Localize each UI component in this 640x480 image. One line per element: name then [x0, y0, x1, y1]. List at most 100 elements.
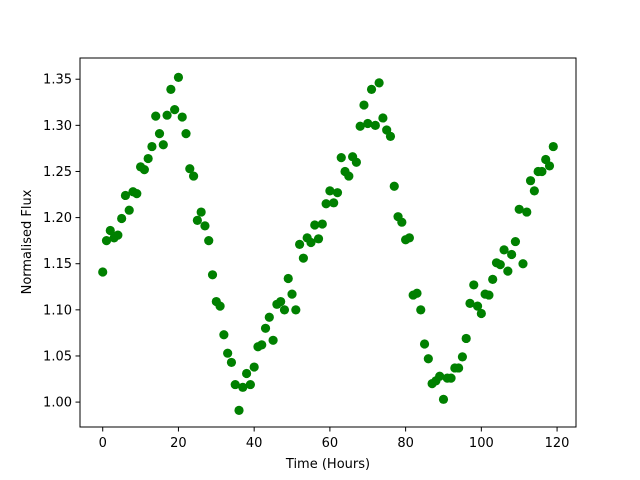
data-point [363, 118, 373, 129]
data-point [495, 260, 505, 270]
data-point [226, 357, 237, 368]
data-point [207, 270, 218, 280]
data-point [173, 72, 184, 82]
data-point [446, 373, 456, 383]
x-tick-label: 0 [99, 436, 107, 451]
data-point [113, 230, 123, 240]
data-point [507, 249, 517, 260]
data-point [525, 176, 536, 186]
x-tick-label: 20 [170, 436, 187, 451]
data-point [245, 379, 255, 390]
data-point [306, 237, 316, 248]
y-tick-label: 1.10 [43, 303, 72, 318]
data-point [548, 141, 558, 152]
x-axis: 0 20 40 60 80 100 120 [99, 427, 570, 451]
data-point [522, 207, 532, 217]
data-point [476, 308, 486, 319]
data-point [291, 305, 301, 315]
data-point [412, 288, 422, 298]
data-point [151, 111, 161, 121]
data-point [359, 100, 369, 110]
data-point [188, 171, 199, 181]
data-point [321, 199, 331, 209]
data-point [351, 157, 361, 167]
data-point [419, 339, 430, 349]
data-point [196, 207, 206, 217]
data-point [503, 266, 513, 276]
data-point [325, 186, 335, 196]
y-tick-label: 1.05 [43, 349, 72, 364]
data-point [514, 204, 524, 214]
x-tick-label: 100 [469, 436, 494, 451]
data-point [234, 405, 244, 415]
data-point [223, 348, 233, 358]
data-point [120, 190, 131, 201]
data-point [242, 368, 252, 379]
data-point [132, 189, 142, 199]
x-tick-label: 120 [545, 436, 570, 451]
data-point [200, 221, 210, 231]
data-point [298, 253, 308, 263]
data-point [158, 140, 168, 150]
data-point [472, 301, 483, 311]
data-point [276, 296, 286, 307]
data-point [249, 362, 259, 372]
x-tick-label: 80 [397, 436, 414, 451]
data-point [143, 153, 153, 164]
data-point [461, 333, 471, 344]
y-axis-label: Normalised Flux [20, 189, 35, 294]
data-point [404, 233, 414, 243]
data-point [423, 354, 433, 364]
data-point [374, 78, 384, 88]
data-point [166, 84, 176, 94]
data-point [192, 215, 202, 225]
data-point [336, 153, 346, 163]
data-point [185, 164, 195, 174]
x-tick-label: 60 [322, 436, 339, 451]
y-tick-label: 1.00 [43, 396, 72, 411]
y-tick-label: 1.25 [43, 165, 72, 180]
data-point [101, 236, 112, 246]
data-point [537, 166, 547, 177]
data-point [147, 141, 157, 152]
data-point [469, 280, 479, 290]
data-point [283, 273, 293, 284]
data-point [370, 120, 380, 130]
data-point [260, 323, 271, 333]
data-point [230, 379, 240, 390]
data-point [385, 131, 396, 142]
y-axis: 1.00 1.05 1.10 1.15 1.20 1.25 1.30 1.35 [43, 73, 80, 411]
data-point [416, 305, 426, 315]
data-point [332, 188, 343, 198]
y-tick-label: 1.15 [43, 257, 72, 272]
data-point [484, 290, 494, 300]
y-tick-label: 1.30 [43, 119, 72, 134]
data-point [98, 267, 108, 277]
data-point [378, 113, 388, 123]
data-point [465, 298, 475, 308]
data-point [454, 363, 464, 373]
data-point [317, 219, 327, 229]
plot-frame [79, 57, 577, 428]
data-point [117, 213, 127, 224]
data-point [329, 198, 339, 208]
data-point [105, 225, 115, 236]
data-point [295, 239, 305, 249]
data-point [257, 340, 267, 350]
data-point [215, 301, 225, 311]
data-point [170, 105, 180, 115]
x-tick-label: 40 [246, 436, 263, 451]
data-point [139, 165, 149, 175]
data-point [397, 217, 407, 227]
y-tick-label: 1.35 [43, 73, 72, 88]
data-point [264, 312, 274, 322]
data-point [355, 121, 365, 131]
data-point [279, 305, 290, 315]
data-point [124, 205, 134, 215]
data-point [268, 335, 278, 345]
data-point [389, 181, 399, 191]
data-point [510, 236, 521, 247]
data-point [366, 84, 377, 94]
data-point [499, 245, 509, 255]
data-point [435, 371, 445, 381]
